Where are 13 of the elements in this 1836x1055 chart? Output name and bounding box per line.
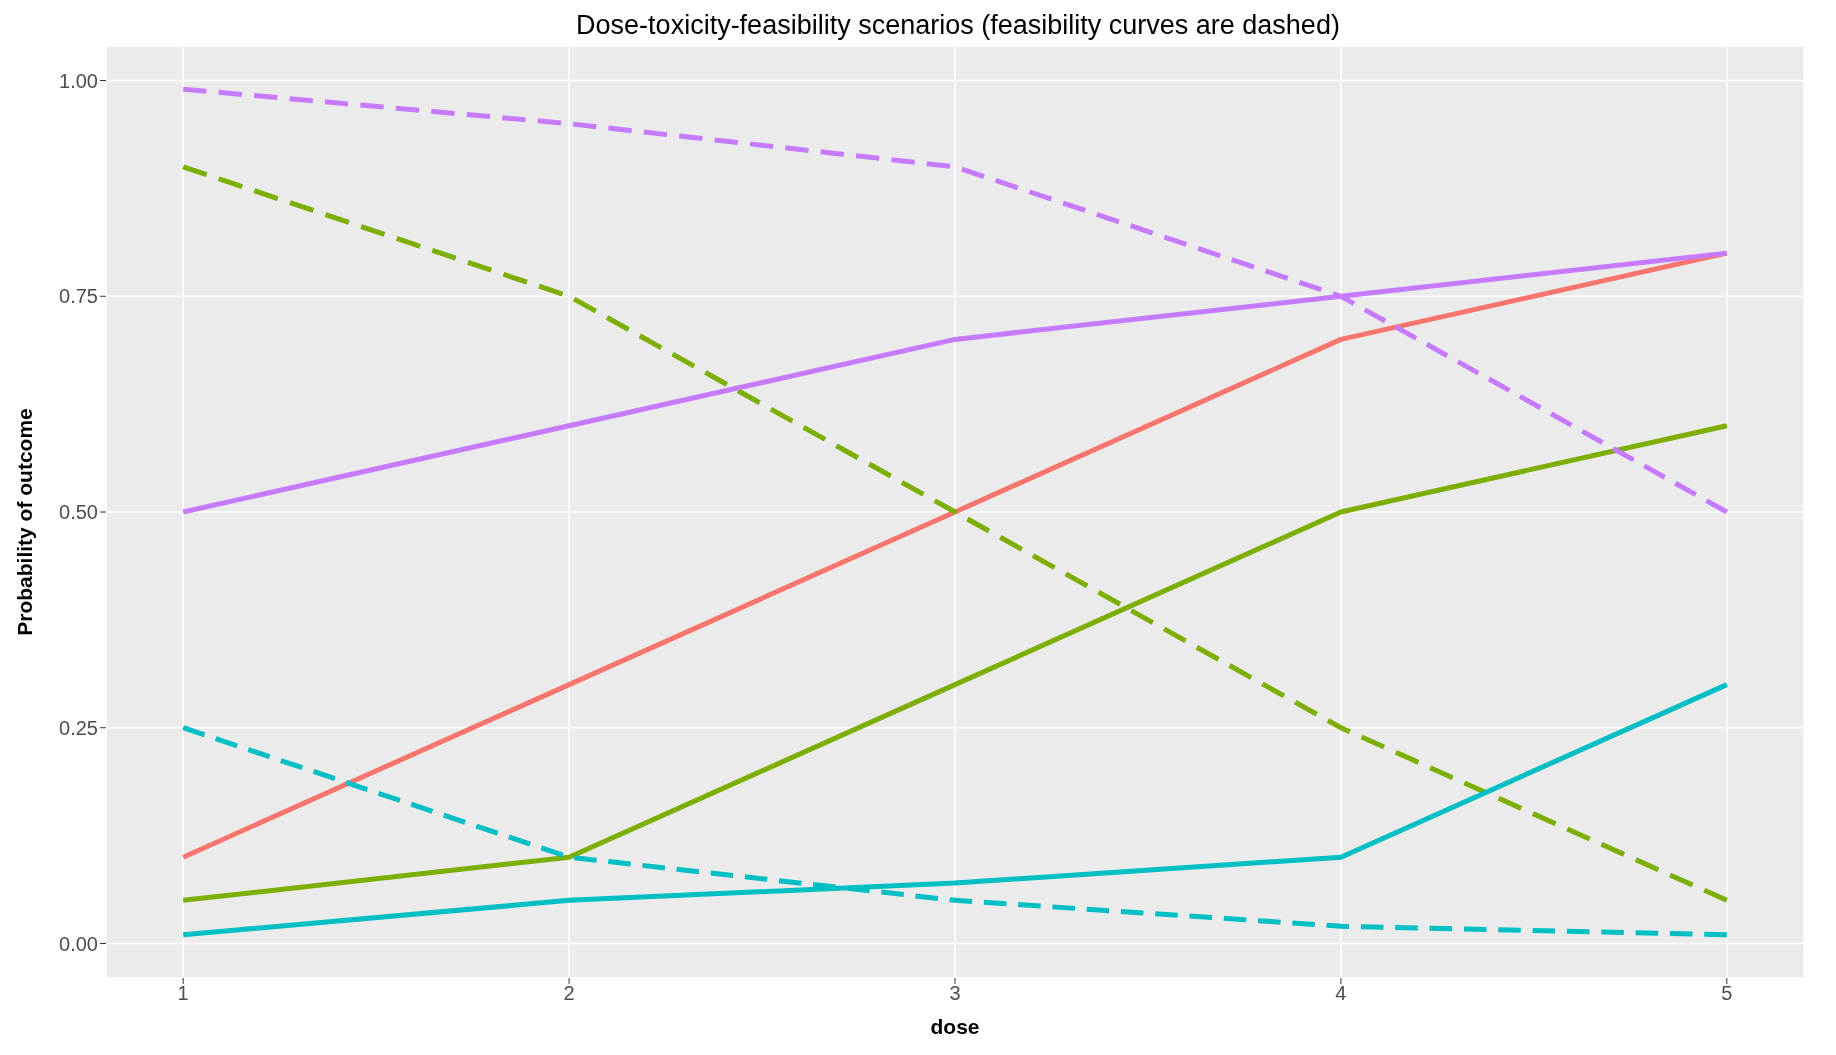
x-axis-title: dose bbox=[930, 1015, 980, 1038]
y-tick-label: 0.25 bbox=[59, 716, 98, 739]
x-tick-label: 2 bbox=[563, 982, 575, 1005]
y-tick-label: 1.00 bbox=[59, 69, 98, 92]
y-tick-label: 0.75 bbox=[59, 285, 98, 308]
y-tick-label: 0.50 bbox=[59, 501, 98, 524]
x-tick-label: 1 bbox=[177, 982, 189, 1005]
x-tick-label: 5 bbox=[1721, 982, 1733, 1005]
y-tick-label: 0.00 bbox=[59, 932, 98, 955]
x-tick-label: 3 bbox=[949, 982, 961, 1005]
x-tick-label: 4 bbox=[1335, 982, 1347, 1005]
chart-title: Dose-toxicity-feasibility scenarios (feasibility curves are dashed) bbox=[575, 9, 1341, 42]
y-axis-title: Probability of outcome bbox=[13, 408, 37, 636]
